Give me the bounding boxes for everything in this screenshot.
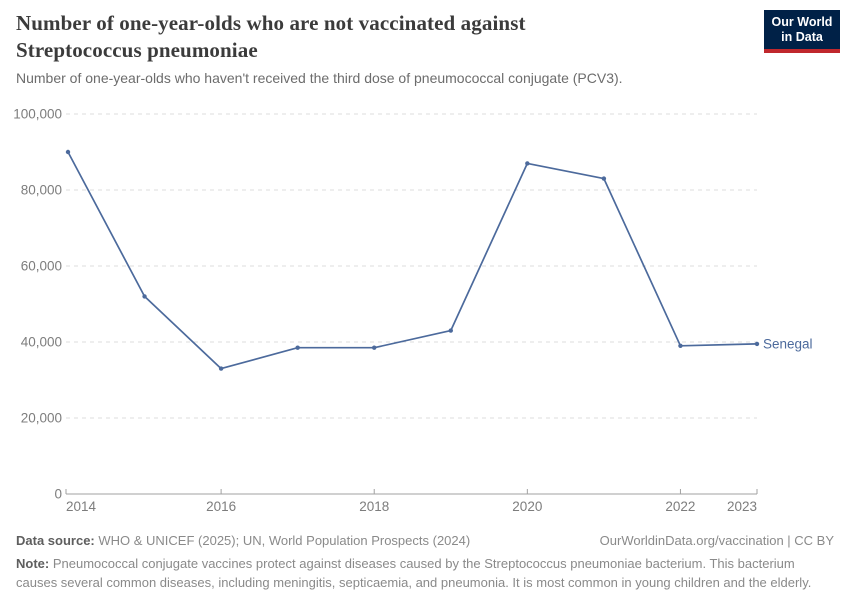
data-point[interactable] (525, 161, 530, 166)
owid-logo-line1: Our World (771, 15, 833, 29)
footer-license-link[interactable]: OurWorldinData.org/vaccination | CC BY (599, 533, 834, 548)
data-point[interactable] (65, 149, 71, 155)
data-line-senegal[interactable] (67, 151, 758, 370)
line-chart: 0 20,000 40,000 60,000 80,000 100,000 2014 2016… (13, 107, 813, 514)
footer-note-text: Pneumococcal conjugate vaccines protect … (16, 556, 812, 590)
y-tick-label: 40,000 (21, 335, 62, 350)
x-tick-label: 2022 (665, 499, 695, 514)
data-point[interactable] (448, 328, 453, 333)
x-tick-label: 2014 (66, 499, 97, 514)
data-point[interactable] (218, 366, 224, 371)
footer-note: Note: Pneumococcal conjugate vaccines pr… (16, 554, 834, 592)
owid-logo[interactable]: Our World in Data (764, 10, 840, 53)
chart-subtitle: Number of one-year-olds who haven't rece… (16, 70, 623, 86)
x-tick-label: 2020 (512, 499, 542, 514)
data-source-label: Data source: (16, 533, 95, 548)
footer-note-label: Note: (16, 556, 50, 571)
x-tick-label: 2023 (727, 499, 757, 514)
y-tick-label: 80,000 (21, 183, 62, 198)
owid-logo-line2: in Data (781, 30, 823, 44)
data-source: Data source: WHO & UNICEF (2025); UN, Wo… (16, 531, 470, 550)
data-point[interactable] (601, 176, 607, 181)
page-title: Number of one-year-olds who are not vacc… (16, 11, 526, 62)
x-tick-label: 2018 (359, 499, 389, 514)
chart-footer: Data source: WHO & UNICEF (2025); UN, Wo… (16, 531, 834, 592)
y-tick-label: 100,000 (13, 107, 62, 122)
data-point[interactable] (295, 345, 300, 350)
y-tick-label: 0 (54, 487, 62, 502)
y-tick-label: 20,000 (21, 411, 62, 426)
data-point[interactable] (678, 343, 683, 348)
data-point[interactable] (754, 341, 760, 347)
data-source-text: WHO & UNICEF (2025); UN, World Populatio… (94, 533, 471, 548)
y-tick-label: 60,000 (21, 259, 62, 274)
data-point[interactable] (142, 294, 147, 299)
data-point[interactable] (372, 345, 377, 350)
series-label[interactable]: Senegal (763, 337, 813, 352)
x-tick-label: 2016 (206, 499, 236, 514)
